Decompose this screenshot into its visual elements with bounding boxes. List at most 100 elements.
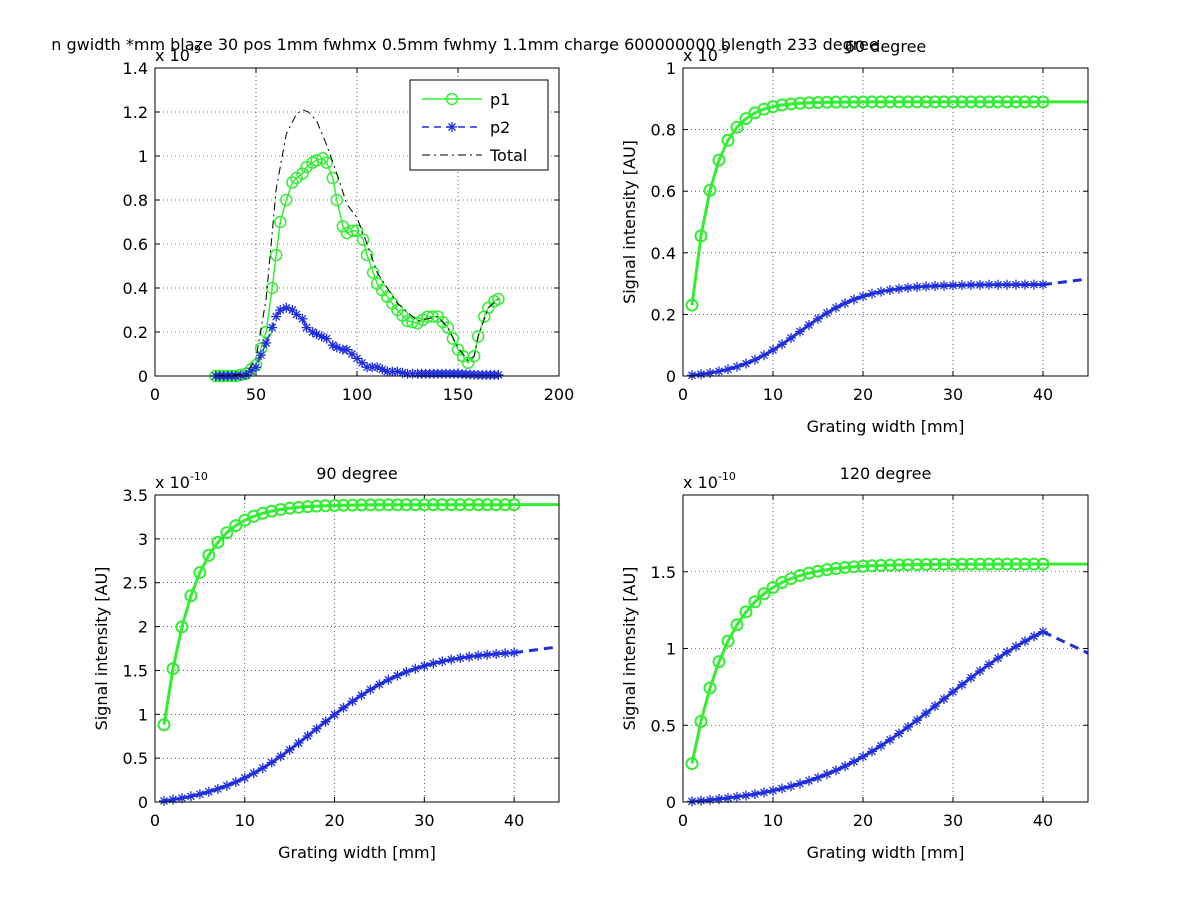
data-point-p2 [397,367,408,378]
data-point-p2 [1029,631,1039,642]
data-point-p2 [831,765,841,776]
data-point-p2 [1038,626,1048,637]
data-point-p2 [768,785,778,796]
data-point-p1 [184,589,198,603]
data-point-p2 [287,305,298,315]
series-line-total [215,109,499,376]
data-point-p2 [284,744,295,755]
data-point-p2 [446,654,457,665]
data-point-p2 [352,353,362,364]
data-point-p1 [982,557,996,571]
data-point-p2 [221,780,232,791]
data-point-p1 [856,95,870,109]
data-point-p2 [687,796,697,807]
data-point-p1 [874,95,888,109]
data-point-p1 [381,498,395,512]
data-point-p2 [251,362,261,373]
data-point-p1 [1000,557,1014,571]
plot-background [683,495,1088,802]
data-point-p2 [912,715,922,726]
data-point-p2 [455,653,466,664]
data-point-p2 [372,362,383,373]
data-point-p1 [883,558,897,572]
data-point-p2 [822,307,832,318]
data-point-p1 [973,95,987,109]
data-point-p2 [687,370,697,381]
data-point-p2 [271,311,282,322]
axis-multiplier: x 10-9 [683,43,729,65]
data-point-p2 [795,778,805,789]
data-point-p1 [811,564,825,578]
x-tick-label: 50 [246,385,266,404]
series-line-p1 [162,503,515,726]
x-tick-label: 40 [504,811,524,830]
data-point-p1 [991,557,1005,571]
data-point-p2 [849,294,859,305]
data-point-p2 [281,302,292,313]
data-point-p2 [921,281,931,292]
data-point-p2 [957,280,967,291]
data-point-p2 [239,772,250,783]
data-point-p1 [784,97,798,111]
y-tick-label: 1.4 [123,59,148,78]
data-point-p1 [426,498,440,512]
data-point-p2 [948,280,958,291]
data-point-p1 [838,561,852,575]
data-point-p1 [269,248,283,262]
data-point-p1 [220,526,234,540]
data-point-p2 [387,366,398,377]
data-point-p2 [813,772,823,783]
data-point-p1 [193,566,207,580]
data-point-p2 [275,751,286,762]
data-point-p1 [274,502,288,516]
y-tick-label: 2.5 [123,574,148,593]
data-point-p2 [1002,279,1012,290]
data-point-p2 [1011,641,1021,652]
data-point-p1 [498,498,512,512]
data-point-p2 [849,756,859,767]
data-point-p1 [847,95,861,109]
data-point-p2 [894,283,904,294]
data-point-p1 [328,498,342,512]
data-point-p2 [357,357,368,368]
x-tick-label: 200 [544,385,575,404]
data-point-p1 [901,558,915,572]
data-point-p2 [257,763,268,774]
data-point-p2 [723,364,733,375]
data-point-p1 [1018,557,1032,571]
data-point-p2 [302,730,313,741]
data-point-p1 [350,224,364,238]
data-point-p1 [937,557,951,571]
data-point-p1 [946,95,960,109]
data-point-p2 [275,305,286,315]
y-axis-label: Signal intensity [AU] [92,567,111,731]
data-point-p2 [1020,279,1030,290]
data-point-p1 [946,557,960,571]
x-tick-label: 0 [150,385,160,404]
data-point-p1 [694,714,708,728]
data-point-p1 [820,563,834,577]
data-point-p1 [802,566,816,580]
data-point-p1 [919,557,933,571]
data-point-p2 [392,670,403,681]
x-axis-label: Grating width [mm] [807,843,965,862]
data-point-p2 [374,679,385,690]
axis-multiplier: x 10-10 [683,470,736,492]
legend-label-p2: p2 [490,118,510,137]
data-point-p2 [356,690,367,701]
data-point-p2 [984,279,994,290]
data-point-p2 [194,789,205,800]
data-point-p1 [847,560,861,574]
data-point-p1 [730,618,744,632]
data-point-p2 [321,333,332,344]
legend-label-p1: p1 [490,90,510,109]
data-point-p1 [471,498,485,512]
data-point-p1 [757,587,771,601]
data-point-p1 [685,298,699,312]
y-tick-label: 0.4 [123,279,148,298]
data-point-p1 [1018,95,1032,109]
x-tick-label: 10 [763,811,783,830]
data-point-p1 [426,310,439,323]
data-point-p2 [401,666,412,677]
